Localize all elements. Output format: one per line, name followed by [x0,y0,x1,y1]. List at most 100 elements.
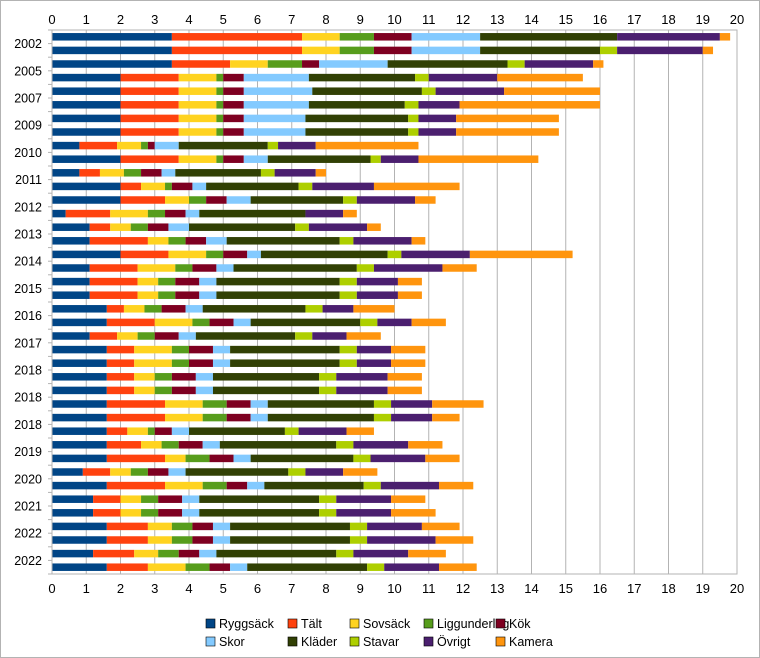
bar-segment [260,169,275,177]
bar-segment [93,509,121,517]
bar-segment [346,332,381,340]
bar-segment [134,345,172,354]
bar-segment [480,46,600,55]
bar-segment [202,481,227,490]
x-tick-label: 18 [661,581,675,596]
bar-segment [165,413,203,422]
bar-segment [308,101,405,109]
bar-segment [202,413,227,422]
legend-label: Kamera [509,635,553,649]
bar-segment [199,509,320,517]
bar-segment [322,305,354,313]
bar-segment [370,454,426,463]
bar-segment [117,332,138,340]
bar-segment [353,237,412,245]
legend-label: Sovsäck [363,617,411,631]
bar-segment [158,509,183,517]
bar-segment [206,237,227,245]
bar-segment [154,318,193,327]
bar-segment [171,427,189,435]
bar-segment [52,359,107,367]
bar-segment [319,495,337,503]
bar-segment [387,250,402,259]
bar-segment [106,318,155,327]
bar-segment [52,87,121,95]
bar-segment [230,60,268,68]
bar-segment [147,427,155,435]
bar-segment [171,182,193,191]
bar-segment [216,101,224,109]
bar-segment [617,46,703,55]
bar-segment [377,318,412,327]
bar-segment [216,87,224,95]
bar-segment [52,536,107,544]
bar-segment [52,509,94,517]
bar-segment [230,359,340,367]
bar-segment [456,114,559,123]
bar-segment [165,209,186,218]
bar-segment [137,277,159,286]
bar-segment [442,264,477,272]
bar-segment [52,196,121,204]
bar-segment [202,441,220,449]
bar-segment [267,60,303,68]
plot-border [51,29,738,575]
bar-segment [404,101,419,109]
bar-segment [171,536,193,544]
bar-segment [411,318,446,327]
bar-segment [178,549,200,558]
bar-segment [202,305,306,313]
legend-swatch [495,636,506,647]
bar-segment [141,169,162,177]
legend-swatch [205,636,216,647]
bar-segment [243,114,306,123]
bar-segment [182,495,200,503]
x-tick-label: 5 [220,12,227,27]
bar-segment [305,128,409,136]
bar-segment [408,128,419,136]
legend-label: Ryggsäck [219,617,275,631]
bar-segment [199,209,306,218]
bar-segment [134,359,172,367]
bar-segment [52,277,90,286]
bar-segment [178,141,268,150]
bar-segment [147,563,186,571]
bar-segment [141,141,148,150]
bar-segment [319,60,388,68]
bar-segment [284,427,299,435]
bar-segment [356,359,392,367]
bar-segment [267,155,371,163]
bar-segment [267,400,374,408]
bar-segment [250,196,344,204]
bar-segment [356,277,398,286]
x-tick-label: 3 [151,581,158,596]
bar-segment [134,373,155,381]
bar-segment [137,264,176,272]
bar-segment [356,264,374,272]
bar-segment [52,182,121,191]
plot-area-border [51,29,738,575]
x-tick-labels-bottom: 0 1 2 3 4 5 6 7 8 9 10 11 12 13 14 15 16 17 18 19 20 [48,581,744,596]
bar-segment [209,563,231,571]
bar-segment [343,196,357,204]
x-tick-label: 12 [456,581,470,596]
bar-segment [295,223,309,231]
bar-segment [339,359,357,367]
bar-segment [158,291,176,299]
bar-segment [168,237,186,245]
bar-segment [391,345,426,354]
x-tick-label: 10 [387,581,401,596]
bar-segment [250,454,354,463]
row-label: 2019 [14,445,42,459]
bar-segment [52,223,90,231]
bar-segment [52,33,172,41]
bar-segment [302,33,340,41]
bar-segment [305,114,409,123]
bar-segment [223,87,244,95]
bar-segment [171,345,189,354]
row-label: 2014 [14,255,42,269]
bar-segment [52,495,94,503]
row-label: 2012 [14,200,42,214]
bar-segment [459,101,600,109]
bar-segment [185,454,210,463]
